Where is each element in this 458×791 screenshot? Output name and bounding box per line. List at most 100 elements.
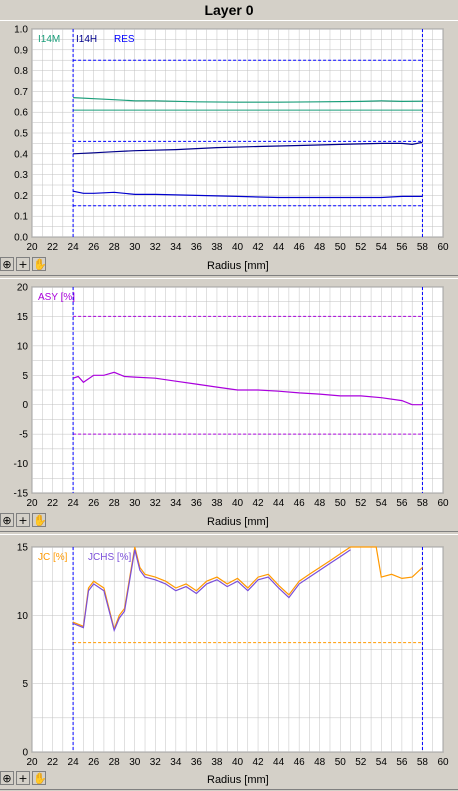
x-tick-label: 34 xyxy=(170,757,182,768)
x-tick-label: 60 xyxy=(437,242,449,253)
legend-label: I14H xyxy=(76,34,97,45)
x-tick-label: 44 xyxy=(273,757,285,768)
y-tick-label: 0.9 xyxy=(14,45,28,56)
x-tick-label: 46 xyxy=(294,757,306,768)
y-tick-label: 0.6 xyxy=(14,108,28,119)
x-tick-label: 58 xyxy=(417,498,429,509)
grid-lines xyxy=(31,28,444,238)
x-tick-label: 32 xyxy=(150,757,162,768)
chart-toolbar: ⊕ + ✋ xyxy=(0,513,47,529)
legend-label: JCHS [%] xyxy=(88,552,132,563)
x-tick-label: 46 xyxy=(294,498,306,509)
series-line-1 xyxy=(73,141,423,155)
legend-label: RES xyxy=(114,34,135,45)
y-tick-label: 0.4 xyxy=(14,149,28,160)
crosshair-icon[interactable]: + xyxy=(16,771,30,785)
chart-panel-jitter: 20 22 24 26 28 30 32 34 36 38 40 42 44 46 48 50 52 54 56 58… xyxy=(0,534,458,790)
x-tick-label: 28 xyxy=(109,498,121,509)
x-tick-label: 20 xyxy=(26,757,38,768)
y-tick-label: 10 xyxy=(17,341,29,352)
asymmetry-chart[interactable]: 20 22 24 26 28 30 32 34 36 38 40 42 44 46 48 50 52 54 56 58… xyxy=(0,279,458,533)
x-tick-label: 30 xyxy=(129,498,141,509)
x-tick-label: 46 xyxy=(294,242,306,253)
legend-label: I14M xyxy=(38,34,60,45)
x-tick-label: 32 xyxy=(150,498,162,509)
crosshair-icon[interactable]: + xyxy=(16,513,30,527)
x-tick-label: 38 xyxy=(211,757,223,768)
x-tick-label: 58 xyxy=(417,757,429,768)
x-tick-label: 52 xyxy=(355,757,367,768)
x-tick-label: 42 xyxy=(252,242,264,253)
x-tick-label: 48 xyxy=(314,498,326,509)
x-tick-label: 20 xyxy=(26,498,38,509)
x-tick-label: 32 xyxy=(150,242,162,253)
zoom-icon[interactable]: ⊕ xyxy=(0,513,14,527)
zoom-icon[interactable]: ⊕ xyxy=(0,257,14,271)
x-axis-title: Radius [mm] xyxy=(207,774,269,786)
x-tick-label: 40 xyxy=(232,498,244,509)
jitter-chart[interactable]: 20 22 24 26 28 30 32 34 36 38 40 42 44 46 48 50 52 54 56 58… xyxy=(0,535,458,791)
y-tick-label: -5 xyxy=(19,430,28,441)
y-tick-label: 0.7 xyxy=(14,87,28,98)
x-tick-label: 26 xyxy=(88,757,100,768)
x-tick-label: 42 xyxy=(252,757,264,768)
x-axis-title: Radius [mm] xyxy=(207,260,269,272)
x-tick-label: 56 xyxy=(396,242,408,253)
y-tick-label: 0.3 xyxy=(14,170,28,181)
x-tick-label: 40 xyxy=(232,242,244,253)
zoom-icon[interactable]: ⊕ xyxy=(0,771,14,785)
levels-chart[interactable]: 20 22 24 26 28 30 32 34 36 38 40 42 44 46 48 50 52 54 56 58… xyxy=(0,21,458,277)
x-tick-label: 30 xyxy=(129,242,141,253)
x-tick-label: 24 xyxy=(68,757,80,768)
y-tick-label: -10 xyxy=(14,459,29,470)
x-tick-label: 52 xyxy=(355,498,367,509)
x-tick-label: 22 xyxy=(47,242,59,253)
y-tick-label: 10 xyxy=(17,611,29,622)
x-tick-label: 48 xyxy=(314,242,326,253)
x-tick-label: 24 xyxy=(68,498,80,509)
x-tick-label: 36 xyxy=(191,242,203,253)
series-line-0 xyxy=(72,546,423,632)
x-tick-label: 60 xyxy=(437,498,449,509)
x-tick-label: 38 xyxy=(211,498,223,509)
x-tick-label: 34 xyxy=(170,242,182,253)
x-tick-label: 56 xyxy=(396,498,408,509)
x-tick-label: 26 xyxy=(88,498,100,509)
y-tick-label: 0.8 xyxy=(14,66,28,77)
grid-lines xyxy=(31,286,444,494)
x-tick-label: 28 xyxy=(109,242,121,253)
x-tick-label: 24 xyxy=(68,242,80,253)
chart-panel-asymmetry: 20 22 24 26 28 30 32 34 36 38 40 42 44 46 48 50 52 54 56 58… xyxy=(0,278,458,532)
y-tick-label: 0 xyxy=(22,400,28,411)
hand-pan-icon[interactable]: ✋ xyxy=(32,513,47,527)
y-tick-label: 20 xyxy=(17,283,29,294)
x-tick-label: 30 xyxy=(129,757,141,768)
chart-toolbar: ⊕ + ✋ xyxy=(0,257,47,273)
y-tick-label: 0.5 xyxy=(14,129,28,140)
x-tick-label: 54 xyxy=(376,242,388,253)
x-tick-label: 20 xyxy=(26,242,38,253)
hand-pan-icon[interactable]: ✋ xyxy=(32,257,47,271)
x-tick-label: 22 xyxy=(47,757,59,768)
x-tick-label: 22 xyxy=(47,498,59,509)
y-tick-label: 0.1 xyxy=(14,212,28,223)
x-tick-label: 28 xyxy=(109,757,121,768)
y-tick-label: 15 xyxy=(17,312,29,323)
series-line-1 xyxy=(72,549,351,633)
x-tick-label: 34 xyxy=(170,498,182,509)
y-tick-label: 1.0 xyxy=(14,25,28,36)
crosshair-icon[interactable]: + xyxy=(16,257,30,271)
y-tick-label: -15 xyxy=(14,489,29,500)
x-tick-label: 36 xyxy=(191,498,203,509)
x-tick-label: 42 xyxy=(252,498,264,509)
series-line-2 xyxy=(72,190,423,199)
x-tick-label: 58 xyxy=(417,242,429,253)
y-tick-label: 15 xyxy=(17,543,29,554)
y-tick-label: 0.2 xyxy=(14,191,28,202)
x-tick-label: 50 xyxy=(335,757,347,768)
x-tick-label: 44 xyxy=(273,242,285,253)
hand-pan-icon[interactable]: ✋ xyxy=(32,771,47,785)
x-tick-label: 48 xyxy=(314,757,326,768)
x-tick-label: 54 xyxy=(376,498,388,509)
y-tick-label: 0 xyxy=(22,748,28,759)
